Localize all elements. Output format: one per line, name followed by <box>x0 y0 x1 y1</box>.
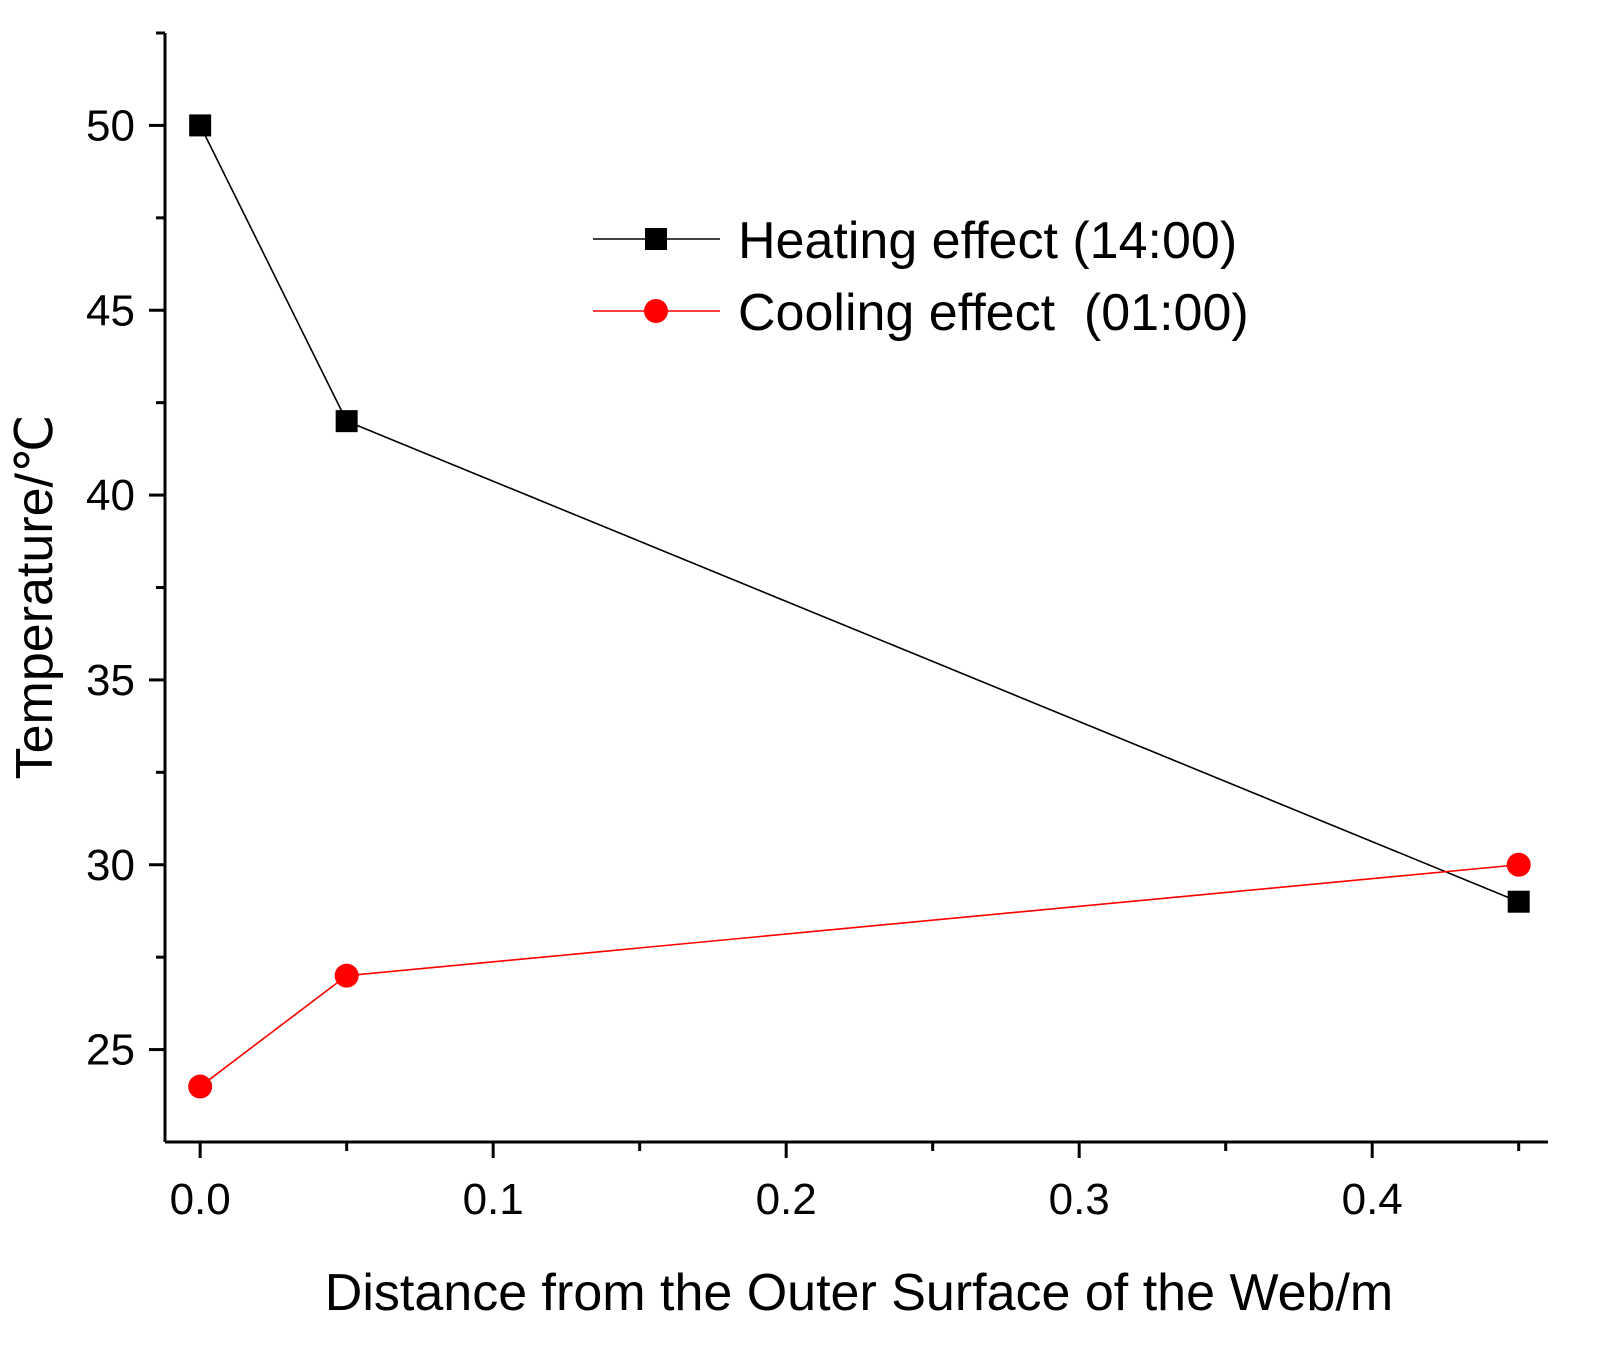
legend-item: Heating effect (14:00) <box>593 212 1237 270</box>
series-cooling <box>188 852 1531 1099</box>
x-tick-label: 0.3 <box>1049 1175 1110 1224</box>
legend-label: Cooling effect (01:00) <box>738 284 1249 342</box>
x-tick-label: 0.1 <box>463 1175 524 1224</box>
y-tick-label: 45 <box>86 286 135 335</box>
data-point-square <box>1507 890 1530 913</box>
series-heating <box>189 114 1530 913</box>
series-line <box>199 863 1519 1088</box>
y-tick-label: 35 <box>86 656 135 705</box>
x-tick-label: 0.4 <box>1342 1175 1403 1224</box>
y-tick-label: 30 <box>86 841 135 890</box>
y-tick-label: 25 <box>86 1026 135 1075</box>
data-point-circle <box>1506 852 1531 877</box>
legend-label: Heating effect (14:00) <box>738 212 1237 270</box>
data-point-square <box>189 114 212 137</box>
x-axis-title: Distance from the Outer Surface of the W… <box>325 1264 1393 1322</box>
legend-marker-square <box>645 228 667 250</box>
data-point-square <box>335 410 358 433</box>
x-tick-label: 0.0 <box>170 1175 231 1224</box>
y-tick-label: 50 <box>86 101 135 150</box>
axes <box>163 33 1548 1144</box>
legend-marker-circle <box>644 299 668 323</box>
ticks: 0.0 0.1 0.2 0.3 0.4 25 30 35 40 45 50 <box>86 31 1521 1224</box>
legend: Heating effect (14:00) Cooling effect (01… <box>593 212 1249 342</box>
data-point-circle <box>188 1074 213 1099</box>
x-tick-label: 0.2 <box>756 1175 817 1224</box>
legend-item: Cooling effect (01:00) <box>593 284 1249 342</box>
data-point-circle <box>334 963 359 988</box>
y-tick-label: 40 <box>86 471 135 520</box>
y-axis-title: Temperature/℃ <box>6 415 64 780</box>
series-layer <box>188 114 1531 1099</box>
